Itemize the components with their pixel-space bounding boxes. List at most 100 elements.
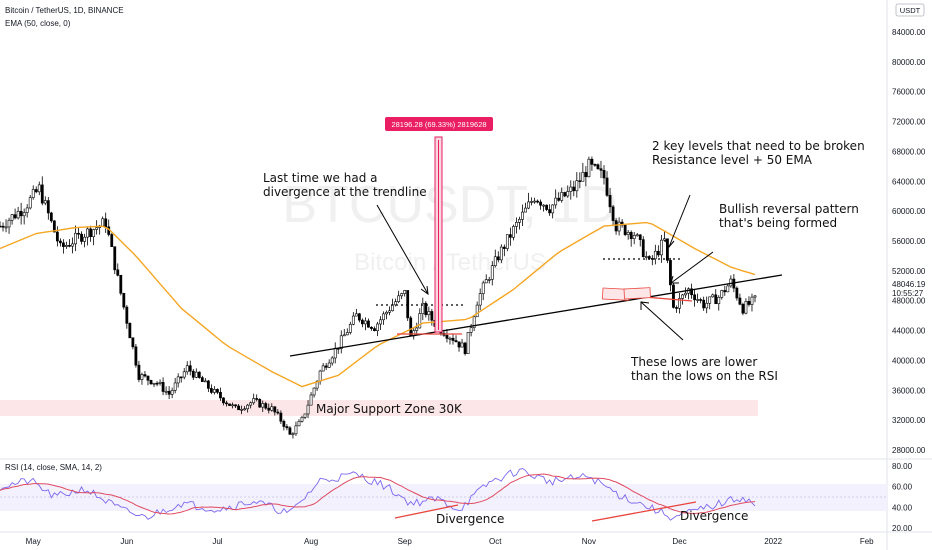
ema-header[interactable]: EMA (50, close, 0) [5, 19, 71, 28]
watermark-name: Bitcoin / TetherUS [354, 249, 546, 276]
candle-body [273, 406, 277, 413]
price-tick-label: 40000.00 [892, 356, 926, 365]
candle-body [312, 387, 316, 396]
candle-body [593, 164, 597, 166]
ema-line [0, 221, 756, 388]
candle-body [487, 279, 491, 281]
price-tick-label: 56000.00 [892, 237, 926, 246]
candle-body [391, 304, 395, 312]
candle-body [170, 390, 174, 395]
candle-body [584, 172, 588, 178]
rsi-band [0, 484, 887, 511]
candle-body [575, 180, 579, 192]
watermark-ticker: BTCUSDT, 1D [282, 176, 617, 234]
candles-layer [0, 156, 757, 439]
candle-body [511, 226, 515, 238]
price-tick-label: 36000.00 [892, 386, 926, 395]
note-divergence-line1: Last time we had a [263, 171, 378, 185]
candle-body [86, 228, 89, 238]
candle-body [161, 381, 165, 392]
candle-body [729, 278, 733, 287]
candle-body [409, 317, 413, 337]
rsi-divergence-label-1: Divergence [436, 512, 504, 526]
candle-body [74, 232, 77, 245]
time-tick-label: Jul [212, 537, 222, 546]
candle-body [376, 323, 379, 331]
candle-body [52, 220, 56, 233]
price-tick-label: 84000.00 [892, 28, 926, 37]
price-tick-label: 68000.00 [892, 147, 926, 156]
price-tick-label: 44000.00 [892, 327, 926, 336]
price-tick-label: 60000.00 [892, 207, 926, 216]
rsi-tick-label: 60.00 [892, 483, 913, 492]
candle-body [611, 206, 615, 221]
symbol-header[interactable]: Bitcoin / TetherUS, 1D, BINANCE [5, 6, 124, 15]
candle-body [463, 342, 467, 355]
candle-body [152, 382, 156, 385]
rsi-tick-label: 40.00 [892, 503, 913, 512]
candle-body [330, 357, 334, 364]
candle-body [490, 265, 494, 280]
candle-body [140, 374, 144, 380]
candle-body [351, 315, 355, 325]
candle-body [246, 404, 250, 410]
candle-body [681, 294, 684, 299]
candle-body [324, 365, 328, 368]
candle-body [191, 370, 195, 378]
price-tick-label: 52000.00 [892, 267, 926, 276]
candle-body [306, 404, 310, 415]
candle-body [678, 298, 681, 309]
time-tick-label: Oct [489, 537, 502, 546]
candle-body [590, 158, 594, 165]
candle-body [110, 234, 114, 247]
candle-body [1, 225, 5, 228]
candle-body [659, 239, 663, 256]
candle-body [388, 310, 391, 313]
currency-badge[interactable] [895, 3, 925, 17]
candle-body [46, 200, 50, 214]
arrow-divergence-note [376, 204, 429, 295]
price-tick-label: 28000.00 [892, 446, 926, 455]
candle-body [348, 323, 352, 333]
candle-body [481, 282, 485, 294]
candle-body [708, 296, 712, 304]
candle-body [605, 177, 609, 196]
ema-layer [0, 221, 756, 388]
candle-body [40, 184, 44, 204]
candle-body [626, 232, 630, 235]
candle-body [89, 228, 93, 237]
candle-body [309, 394, 313, 406]
candle-body [222, 397, 225, 404]
candle-body [49, 212, 53, 222]
candle-body [219, 392, 222, 399]
candle-body [34, 189, 38, 193]
candle-body [134, 346, 138, 366]
measure-label-bg [385, 117, 493, 131]
candle-body [164, 390, 168, 393]
candle-body [524, 207, 527, 213]
candle-body [496, 256, 500, 261]
candle-body [581, 172, 585, 182]
arrow-key-levels [668, 194, 691, 248]
candle-body [167, 390, 171, 395]
candle-body [508, 234, 512, 238]
arrow-divergence-head [420, 285, 429, 296]
candle-body [373, 328, 376, 331]
price-tick-label: 48000.00 [892, 297, 926, 306]
candle-body [699, 299, 703, 301]
candle-body [662, 238, 666, 241]
candle-body [43, 200, 47, 204]
candle-body [632, 235, 636, 239]
candle-body [684, 292, 687, 296]
candle-body [385, 311, 388, 315]
candle-body [397, 295, 401, 302]
rsi-header[interactable]: RSI (14, close, SMA, 14, 2) [5, 463, 102, 472]
candle-body [155, 382, 159, 385]
candle-body [231, 404, 234, 407]
candle-body [448, 337, 452, 340]
candle-body [566, 191, 570, 197]
candle-body [641, 239, 645, 258]
rsi-divergence-label-2: Divergence [680, 509, 748, 523]
note-lows-line2: than the lows on the RSI [631, 369, 778, 383]
